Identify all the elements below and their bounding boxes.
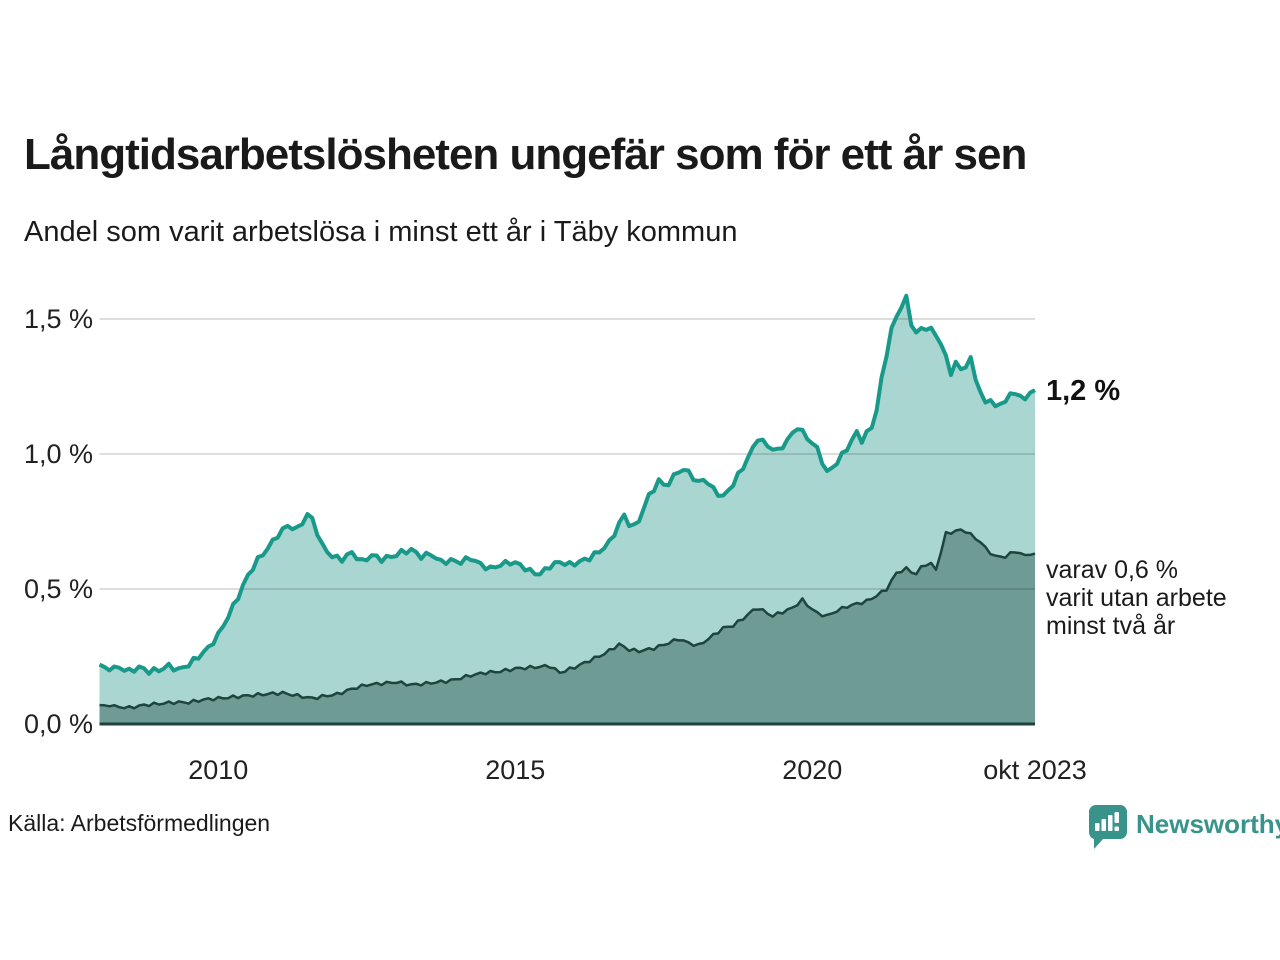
y-tick-label: 0,0 % [24,709,94,739]
y-tick-label: 1,5 % [24,304,94,334]
secondary-value-label: varav 0,6 % varit utan arbete minst två … [1046,556,1227,640]
y-tick-label: 1,0 % [24,439,94,469]
y-tick-label: 0,5 % [24,574,94,604]
source-attribution: Källa: Arbetsförmedlingen [8,810,271,836]
latest-value-label: 1,2 % [1046,375,1121,407]
x-tick-label: 2010 [188,755,249,785]
series-line-two-years [99,528,1036,710]
area-fill-two-years [99,529,1035,724]
x-tick-label: 2020 [782,755,843,785]
x-tick-label: 2015 [485,755,546,785]
brand-name: Newsworthy [1136,809,1280,839]
x-tick-label: okt 2023 [983,755,1087,785]
series-line-one-year [98,293,1036,676]
brand-lockup: Newsworthy [1088,804,1280,850]
page-title: Långtidsarbetslösheten ungefär som för e… [24,130,1027,179]
secondary-value-line: varit utan arbete [1046,584,1227,612]
newsworthy-logo-icon [1088,805,1127,849]
secondary-value-line: varav 0,6 % [1046,556,1179,584]
page-subtitle: Andel som varit arbetslösa i minst ett å… [24,216,738,248]
secondary-value-line: minst två år [1046,612,1176,640]
